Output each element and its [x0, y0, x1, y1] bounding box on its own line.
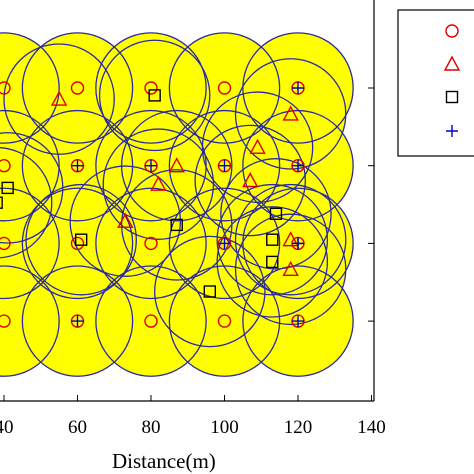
coverage-boundary [95, 187, 207, 300]
coverage-fill-layer [0, 32, 354, 377]
x-tick-label: 60 [68, 417, 87, 438]
legend-triangle-marker [443, 55, 461, 71]
coverage-boundary [216, 206, 329, 318]
triangle-marker [242, 172, 259, 188]
coverage-boundary [201, 91, 314, 203]
coverage-boundary [0, 187, 60, 300]
square-marker [203, 285, 217, 298]
coverage-boundary [194, 124, 307, 237]
plus-marker [292, 237, 304, 250]
coverage-outline-layer [0, 32, 354, 377]
coverage-boundary [168, 265, 281, 377]
coverage-boundary [242, 32, 354, 144]
coverage-boundary [0, 32, 60, 144]
coverage-boundary [154, 235, 266, 348]
coverage-boundary [21, 265, 134, 377]
triangle-marker [117, 212, 134, 228]
coverage-boundary [0, 265, 60, 377]
coverage-boundary [168, 32, 281, 144]
coverage-boundary [234, 183, 347, 296]
coverage-boundary [95, 265, 207, 377]
plus-marker [292, 315, 304, 328]
legend [397, 9, 474, 157]
coverage-disc [154, 236, 265, 347]
x-tick-label: 120 [284, 417, 313, 438]
circle-marker [0, 159, 11, 173]
x-tick-label: 100 [210, 417, 239, 438]
plus-marker [145, 159, 157, 172]
legend-box [397, 9, 474, 157]
plus-marker [292, 159, 304, 172]
circle-marker [144, 236, 158, 251]
square-marker [0, 196, 3, 209]
coverage-disc [4, 43, 115, 155]
coverage-boundary [242, 187, 354, 300]
coverage-boundary [234, 213, 347, 326]
coverage-boundary [95, 32, 207, 144]
coverage-boundary [220, 158, 332, 270]
coverage-boundary [25, 183, 137, 296]
circle-marker [70, 236, 85, 251]
square-marker [74, 233, 88, 246]
coverage-boundary [234, 58, 347, 170]
triangle-marker [50, 90, 68, 106]
coverage-boundary [21, 32, 134, 144]
coverage-boundary [21, 109, 134, 222]
circle-marker [144, 81, 158, 95]
coverage-boundary [0, 109, 60, 222]
coverage-boundary [98, 39, 211, 152]
plus-marker [71, 159, 84, 172]
coverage-boundary [21, 187, 134, 300]
legend-plus-marker [446, 125, 458, 137]
coverage-boundary [3, 43, 115, 155]
legend-square-marker [445, 90, 459, 104]
legend-circle-marker [445, 24, 459, 38]
triangle-marker [249, 138, 266, 154]
circle-marker [217, 81, 232, 95]
square-marker [266, 255, 279, 269]
x-tick-label: 80 [142, 417, 161, 438]
plus-marker [218, 159, 231, 172]
plus-marker [218, 237, 231, 250]
circle-marker [0, 81, 11, 95]
square-marker [1, 181, 14, 195]
coverage-boundary [242, 265, 354, 377]
coverage-boundary [168, 109, 281, 222]
circle-marker [0, 314, 11, 328]
triangle-marker [282, 231, 299, 247]
triangle-marker [282, 105, 299, 121]
coverage-boundary [69, 165, 182, 277]
coverage-boundary [168, 187, 281, 300]
circle-marker [217, 314, 232, 328]
triangle-marker [150, 175, 167, 191]
plus-marker [71, 315, 84, 328]
circle-marker [144, 314, 158, 328]
triangle-marker [168, 157, 185, 173]
x-axis-title: Distance(m) [112, 449, 216, 473]
x-tick-labels: 40 60 80 100 120 140 [0, 417, 386, 438]
axes [0, 0, 375, 402]
coverage-boundary [216, 183, 329, 296]
square-marker [170, 218, 183, 232]
circle-marker [70, 81, 85, 95]
square-marker [266, 233, 279, 246]
plus-marker [292, 82, 304, 94]
square-marker [269, 207, 283, 221]
square-marker [148, 89, 161, 102]
triangle-marker [282, 260, 299, 276]
x-tick-label: 40 [0, 417, 14, 438]
marker-layer [0, 81, 305, 328]
x-tick-label: 140 [357, 417, 386, 438]
coverage-boundary [0, 147, 53, 259]
circle-marker [0, 236, 11, 251]
